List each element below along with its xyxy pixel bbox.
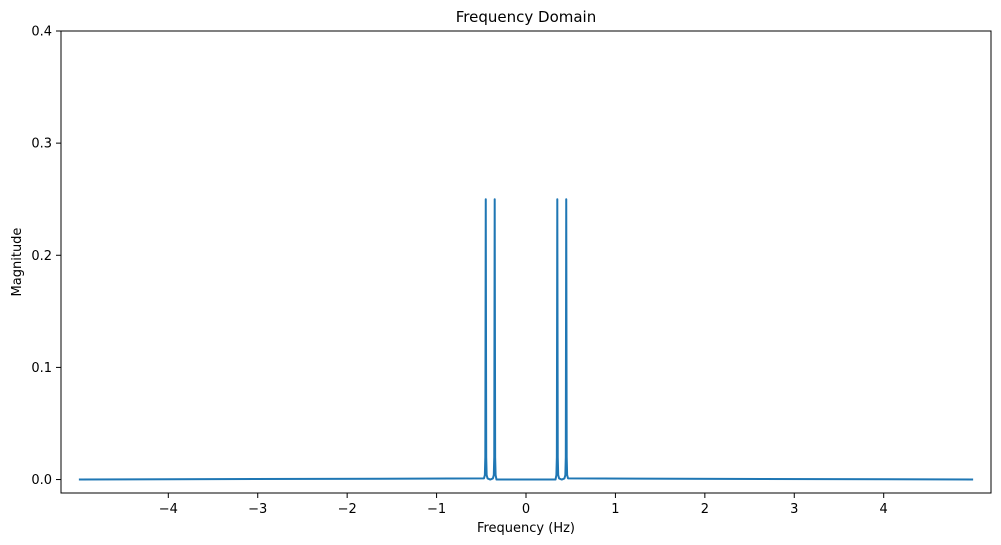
y-tick-label: 0.0 xyxy=(31,473,52,488)
x-tick-label: 0 xyxy=(522,502,530,517)
x-tick-label: −2 xyxy=(338,502,357,517)
x-tick-label: 4 xyxy=(880,502,888,517)
x-tick-label: −1 xyxy=(427,502,446,517)
plot-frame xyxy=(60,30,992,494)
x-tick-label: 3 xyxy=(790,502,798,517)
y-tick-label: 0.3 xyxy=(31,137,52,152)
magnitude-series-line xyxy=(78,198,974,481)
x-axis: −4 −3 −2 −1 0 1 2 3 4 xyxy=(159,493,888,517)
chart-title: Frequency Domain xyxy=(456,8,596,26)
x-tick-label: 2 xyxy=(701,502,709,517)
x-tick-label: 1 xyxy=(611,502,619,517)
y-tick-label: 0.2 xyxy=(31,249,52,264)
y-tick-label: 0.1 xyxy=(31,361,52,376)
y-axis: 0.0 0.1 0.2 0.3 0.4 xyxy=(31,25,61,488)
x-axis-label: Frequency (Hz) xyxy=(477,521,575,536)
x-tick-label: −4 xyxy=(159,502,178,517)
x-tick-label: −3 xyxy=(248,502,267,517)
y-axis-label: Magnitude xyxy=(10,228,25,297)
y-tick-label: 0.4 xyxy=(31,25,52,40)
